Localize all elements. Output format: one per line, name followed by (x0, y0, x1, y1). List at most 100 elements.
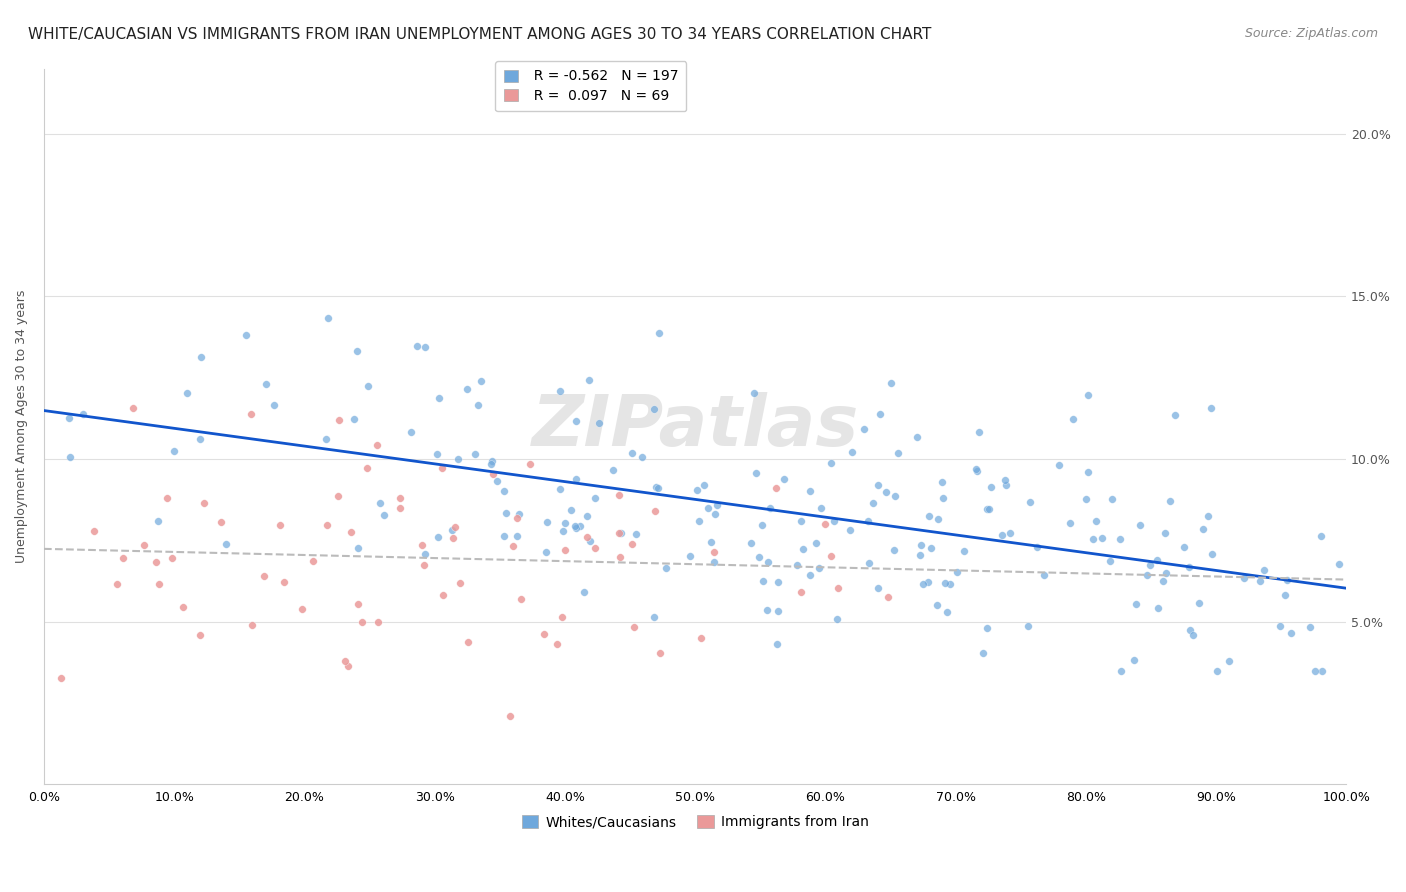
Point (190, 350, 212, 364)
Point (648, 326, 671, 340)
Point (644, 504, 666, 518)
Point (346, 344, 368, 359)
Point (58, 410, 80, 425)
Point (939, 577, 962, 591)
Point (945, 565, 967, 579)
Point (1299, 620, 1322, 634)
Point (609, 488, 631, 502)
Point (470, 375, 492, 389)
Point (1139, 558, 1161, 573)
Point (508, 507, 530, 521)
Point (160, 550, 183, 565)
Point (388, 491, 411, 505)
Point (1187, 596, 1209, 610)
Point (935, 605, 957, 619)
Point (328, 489, 350, 503)
Point (751, 517, 773, 532)
Point (273, 575, 295, 590)
Point (752, 574, 775, 588)
Point (1192, 522, 1215, 536)
Point (481, 467, 503, 481)
Point (866, 478, 889, 492)
Point (366, 438, 388, 452)
Point (502, 539, 524, 553)
Point (1147, 600, 1170, 615)
Point (406, 339, 429, 353)
Point (799, 484, 821, 499)
Point (908, 548, 931, 562)
Point (441, 523, 464, 537)
Point (1098, 554, 1121, 568)
Point (792, 541, 814, 556)
Point (564, 519, 586, 533)
Point (917, 574, 939, 589)
Point (240, 617, 263, 632)
Point (703, 545, 725, 559)
Point (105, 577, 128, 591)
Point (1197, 508, 1219, 523)
Point (269, 517, 291, 532)
Point (163, 443, 186, 458)
Point (568, 519, 591, 533)
Point (467, 398, 489, 412)
Point (399, 425, 422, 440)
Point (239, 407, 262, 421)
Point (1018, 495, 1040, 509)
Point (492, 528, 515, 542)
Point (373, 508, 395, 523)
Point (858, 556, 880, 570)
Point (1129, 518, 1152, 533)
Point (1059, 516, 1081, 530)
Point (1000, 526, 1022, 541)
Text: Source: ZipAtlas.com: Source: ZipAtlas.com (1244, 27, 1378, 40)
Point (1077, 465, 1099, 479)
Point (495, 506, 517, 520)
Point (678, 549, 700, 564)
Point (1249, 574, 1271, 588)
Point (1232, 571, 1254, 585)
Y-axis label: Unemployment Among Ages 30 to 34 years: Unemployment Among Ages 30 to 34 years (15, 290, 28, 563)
Point (703, 555, 725, 569)
Point (643, 609, 665, 624)
Point (1123, 653, 1146, 667)
Point (316, 517, 339, 532)
Point (132, 538, 155, 552)
Point (447, 452, 470, 467)
Point (575, 530, 598, 544)
Point (875, 484, 897, 499)
Point (347, 541, 370, 556)
Point (111, 551, 134, 566)
Point (740, 536, 762, 550)
Point (411, 538, 433, 552)
Point (583, 541, 606, 556)
Point (441, 531, 464, 545)
Point (758, 555, 780, 569)
Point (1136, 567, 1159, 582)
Point (807, 561, 830, 575)
Point (579, 534, 602, 549)
Text: ZIPatlas: ZIPatlas (531, 392, 859, 461)
Point (172, 600, 194, 615)
Point (578, 373, 600, 387)
Point (509, 591, 531, 606)
Point (1281, 625, 1303, 640)
Point (965, 462, 987, 476)
Point (976, 502, 998, 516)
Point (853, 422, 876, 436)
Point (546, 636, 568, 650)
Point (820, 456, 842, 470)
Point (1026, 540, 1049, 554)
Point (772, 472, 794, 486)
Point (624, 527, 647, 541)
Point (887, 446, 910, 460)
Point (464, 447, 486, 461)
Point (1111, 664, 1133, 678)
Point (583, 491, 606, 505)
Point (336, 658, 359, 673)
Point (554, 516, 576, 531)
Point (952, 543, 974, 558)
Point (1164, 408, 1187, 422)
Point (190, 432, 212, 446)
Point (766, 637, 789, 651)
Point (655, 561, 678, 575)
